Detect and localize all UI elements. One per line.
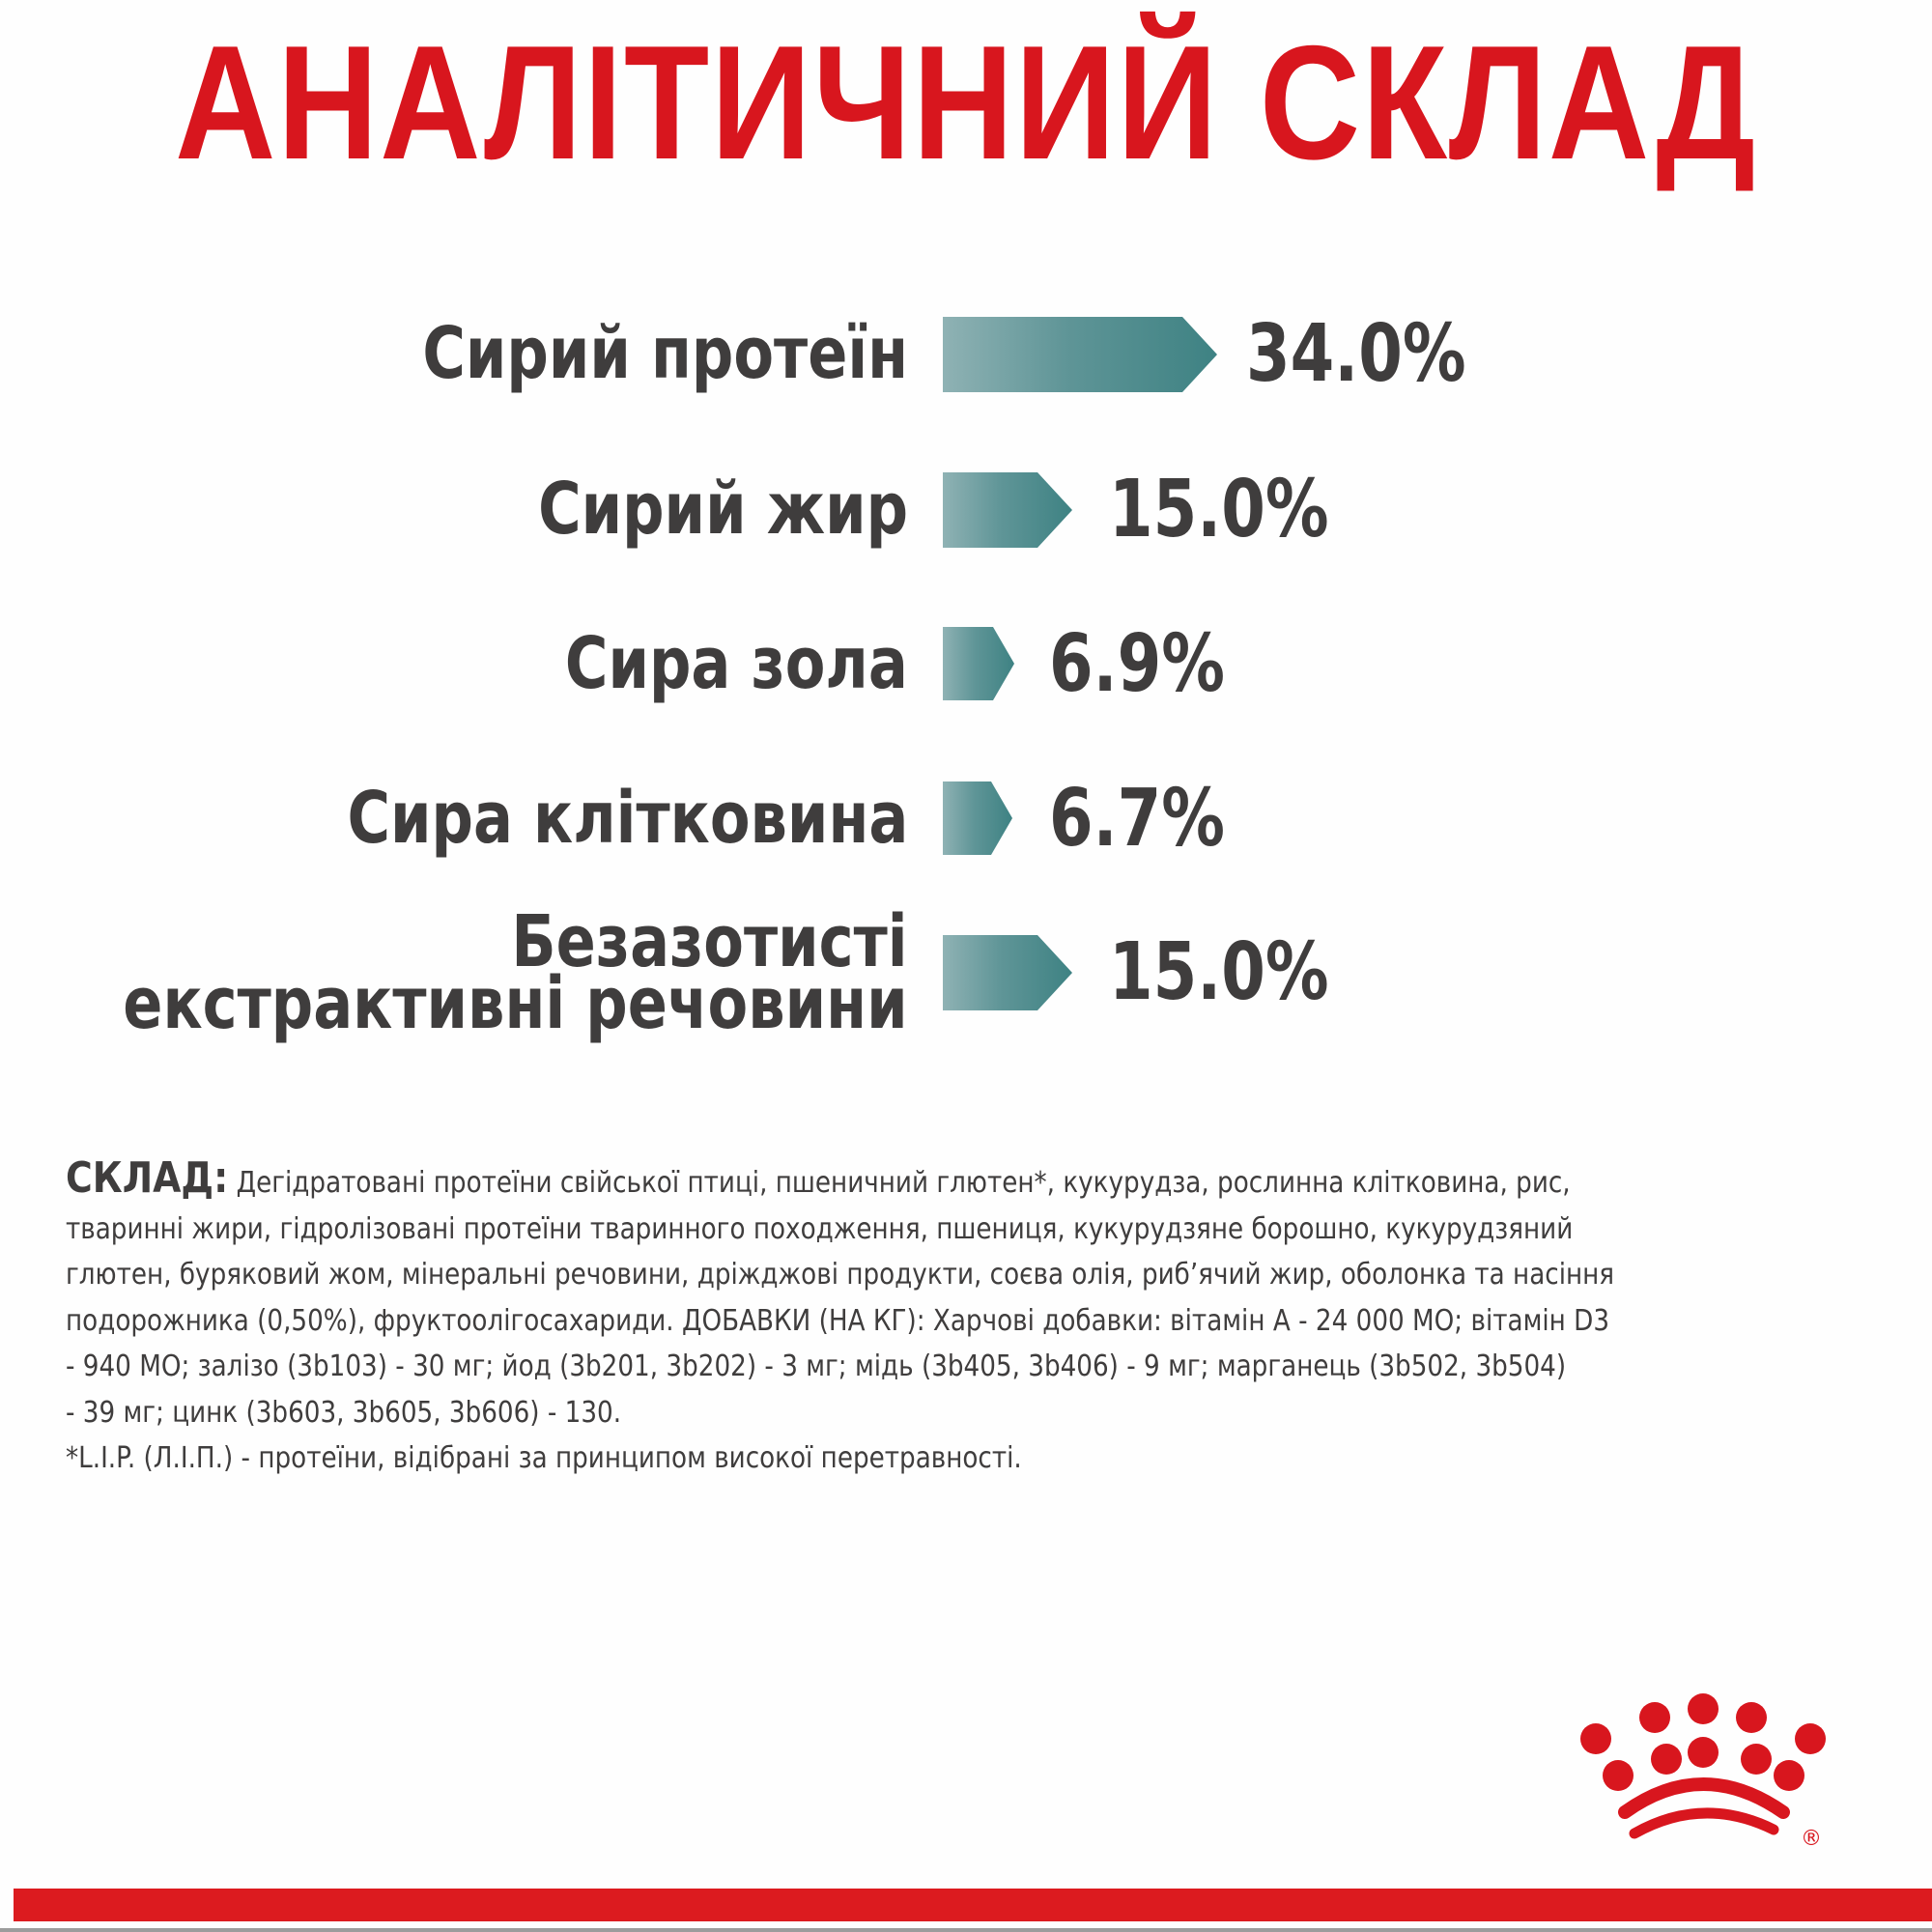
nutrient-value: 6.7% [1049, 773, 1225, 865]
nutrient-bar [943, 935, 1072, 1010]
composition-line: тваринні жири, гідролізовані протеїни тв… [66, 1211, 1574, 1246]
page-title: АНАЛІТИЧНИЙ СКЛАД [175, 12, 1757, 193]
nutrient-value: 34.0% [1246, 308, 1466, 400]
composition-line: подорожника (0,50%), фруктоолігосахариди… [66, 1303, 1610, 1338]
nutrient-bar [943, 472, 1072, 548]
composition-line-text: Дегідратовані протеїни свійської птиці, … [228, 1166, 1571, 1200]
nutrient-bar [943, 781, 1012, 855]
composition-line: глютен, буряковий жом, мінеральні речови… [66, 1258, 1615, 1292]
nutrient-label: Сира клітковина [347, 777, 908, 860]
composition-line: - 940 МО; залізо (3b103) - 30 мг; йод (3… [66, 1350, 1567, 1383]
registered-mark: ® [1801, 1827, 1822, 1847]
nutrient-bar [943, 317, 1217, 392]
composition-text: СКЛАД: Дегідратовані протеїни свійської … [66, 1155, 1843, 1482]
crown-logo-icon: ® [1565, 1692, 1826, 1851]
bottom-divider [0, 1928, 1932, 1932]
nutrient-label: Сирий протеїн [422, 312, 908, 395]
composition-heading: СКЛАД: [66, 1153, 229, 1203]
composition-line: - 39 мг; цинк (3b603, 3b605, 3b606) - 13… [66, 1395, 622, 1430]
composition-line: СКЛАД: Дегідратовані протеїни свійської … [66, 1155, 1594, 1207]
bottom-brand-bar [14, 1889, 1932, 1921]
nutrient-label: Сирий жир [538, 468, 908, 551]
footnote: *L.I.P. (Л.І.П.) - протеїни, відібрані з… [66, 1441, 1022, 1475]
nutrient-label: Сира зола [565, 622, 908, 705]
nutrient-label-line2: екстрактивні речовини [123, 962, 908, 1045]
nutrient-label: Безазотисті екстрактивні речовини [124, 906, 908, 1039]
nutrient-label-line1: Безазотисті [511, 900, 908, 983]
nutrient-bar [943, 627, 1014, 700]
nutrient-value: 15.0% [1109, 926, 1329, 1018]
nutrient-value: 15.0% [1109, 464, 1329, 555]
nutrient-value: 6.9% [1049, 618, 1225, 710]
